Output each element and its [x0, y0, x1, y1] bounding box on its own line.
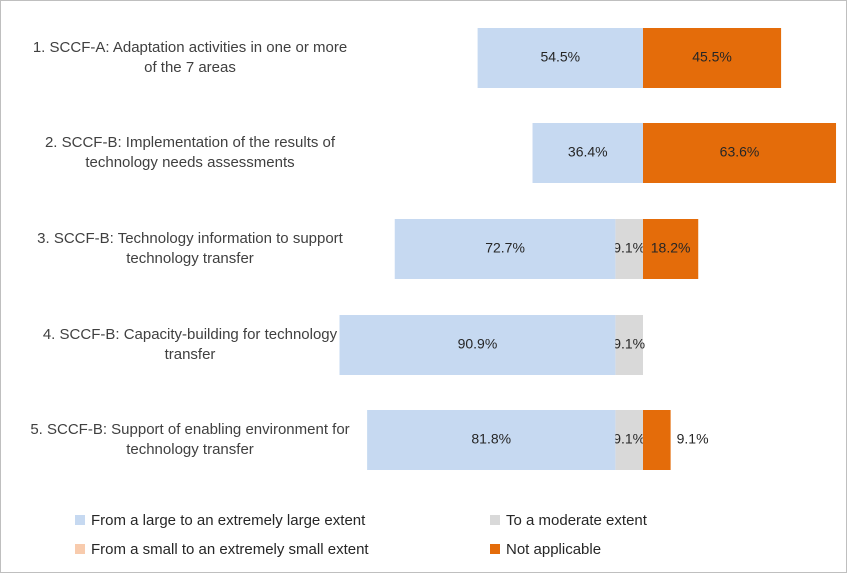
legend-swatch: [75, 544, 85, 554]
bar-segment: [643, 123, 837, 183]
data-label: 63.6%: [720, 144, 760, 160]
data-label: 90.9%: [458, 336, 498, 352]
category-label: 2. SCCF-B: Implementation of the results…: [44, 134, 336, 171]
data-label: 45.5%: [692, 49, 732, 65]
data-label: 36.4%: [568, 144, 608, 160]
category-label: 1. SCCF-A: Adaptation activities in one …: [32, 39, 348, 76]
legend-label: From a large to an extremely large exten…: [91, 512, 366, 529]
legend-item: From a small to an extremely small exten…: [75, 541, 369, 559]
bar-segment: [643, 410, 671, 470]
bar-segment: [367, 410, 616, 470]
legend-item: To a moderate extent: [490, 512, 647, 530]
legend-label: From a small to an extremely small exten…: [91, 541, 369, 558]
data-label: 9.1%: [677, 431, 709, 447]
bar-segment: [643, 219, 699, 279]
bar-segment: [532, 123, 643, 183]
data-label: 18.2%: [651, 240, 691, 256]
data-label: 9.1%: [613, 240, 645, 256]
bar-segment: [394, 219, 616, 279]
data-label: 72.7%: [485, 240, 525, 256]
category-label: 4. SCCF-B: Capacity-building for technol…: [42, 326, 338, 363]
legend-label: To a moderate extent: [506, 512, 647, 529]
data-label: 9.1%: [613, 431, 645, 447]
bar-segment: [615, 219, 643, 279]
legend-swatch: [75, 515, 85, 525]
bar-segment: [643, 28, 782, 88]
category-label: 5. SCCF-B: Support of enabling environme…: [30, 421, 350, 458]
data-label: 81.8%: [471, 431, 511, 447]
bar-segment: [339, 315, 616, 375]
legend-swatch: [490, 544, 500, 554]
category-label: 3. SCCF-B: Technology information to sup…: [37, 230, 343, 267]
legend-item: Not applicable: [490, 541, 601, 559]
bar-segment: [615, 315, 643, 375]
bar-segment: [615, 410, 643, 470]
legend-swatch: [490, 515, 500, 525]
data-label: 54.5%: [540, 49, 580, 65]
legend-label: Not applicable: [506, 541, 602, 558]
bar-segment: [477, 28, 643, 88]
legend-item: From a large to an extremely large exten…: [75, 512, 365, 530]
data-label: 9.1%: [613, 336, 645, 352]
